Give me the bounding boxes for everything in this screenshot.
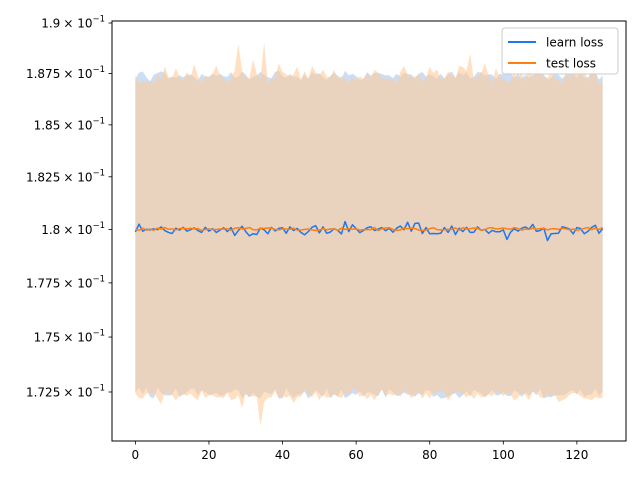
x-axis-ticks: 0 20 40 60 80 100 120 bbox=[132, 441, 588, 462]
legend: learn loss test loss bbox=[501, 27, 619, 75]
y-tick-exponent: −1 bbox=[92, 15, 105, 25]
y-tick-mantissa: 1.75 bbox=[34, 331, 61, 345]
x-tick-label: 80 bbox=[422, 448, 437, 462]
y-tick-exponent: −1 bbox=[92, 65, 105, 75]
y-tick-mantissa: 1.825 bbox=[26, 170, 60, 184]
y-tick-exponent: −1 bbox=[92, 168, 105, 178]
y-tick-mantissa: 1.85 bbox=[34, 118, 61, 132]
y-tick-mantissa: 1.9 bbox=[41, 17, 60, 31]
y-tick-label: 1.775 × 10−1 bbox=[26, 274, 105, 290]
x-tick-label: 40 bbox=[275, 448, 290, 462]
confidence-bands bbox=[135, 42, 603, 426]
y-tick-mantissa: 1.875 bbox=[26, 67, 60, 81]
x-tick-label: 100 bbox=[492, 448, 515, 462]
y-tick-exponent: −1 bbox=[92, 116, 105, 126]
y-tick-base: × 10 bbox=[63, 67, 92, 81]
y-tick-base: × 10 bbox=[63, 276, 92, 290]
y-tick-mantissa: 1.8 bbox=[41, 223, 60, 237]
y-tick-base: × 10 bbox=[63, 331, 92, 345]
y-tick-label: 1.9 × 10−1 bbox=[41, 15, 105, 31]
y-tick-mantissa: 1.775 bbox=[26, 276, 60, 290]
y-axis-ticks: 1.725 × 10−11.75 × 10−11.775 × 10−11.8 × 10−… bbox=[26, 15, 112, 399]
test-loss-line bbox=[135, 226, 603, 232]
y-tick-label: 1.75 × 10−1 bbox=[34, 329, 105, 345]
series-lines bbox=[134, 220, 604, 242]
y-tick-label: 1.875 × 10−1 bbox=[26, 65, 105, 81]
legend-learn-loss-label: learn loss bbox=[546, 36, 603, 50]
y-tick-label: 1.825 × 10−1 bbox=[26, 168, 105, 184]
y-tick-base: × 10 bbox=[63, 385, 92, 399]
x-tick-label: 20 bbox=[201, 448, 216, 462]
y-tick-exponent: −1 bbox=[92, 383, 105, 393]
x-tick-label: 60 bbox=[348, 448, 363, 462]
y-tick-label: 1.85 × 10−1 bbox=[34, 116, 105, 132]
y-tick-exponent: −1 bbox=[92, 329, 105, 339]
x-tick-label: 120 bbox=[565, 448, 588, 462]
y-tick-exponent: −1 bbox=[92, 274, 105, 284]
y-tick-label: 1.8 × 10−1 bbox=[41, 221, 105, 237]
y-tick-base: × 10 bbox=[63, 17, 92, 31]
x-tick-label: 0 bbox=[132, 448, 140, 462]
y-tick-base: × 10 bbox=[63, 170, 92, 184]
y-tick-label: 1.725 × 10−1 bbox=[26, 383, 105, 399]
test-loss-band bbox=[135, 42, 603, 426]
axes-frame bbox=[111, 20, 627, 442]
legend-test-loss-label: test loss bbox=[546, 57, 596, 71]
y-tick-exponent: −1 bbox=[92, 221, 105, 231]
y-tick-base: × 10 bbox=[63, 223, 92, 237]
y-tick-mantissa: 1.725 bbox=[26, 385, 60, 399]
y-tick-base: × 10 bbox=[63, 118, 92, 132]
